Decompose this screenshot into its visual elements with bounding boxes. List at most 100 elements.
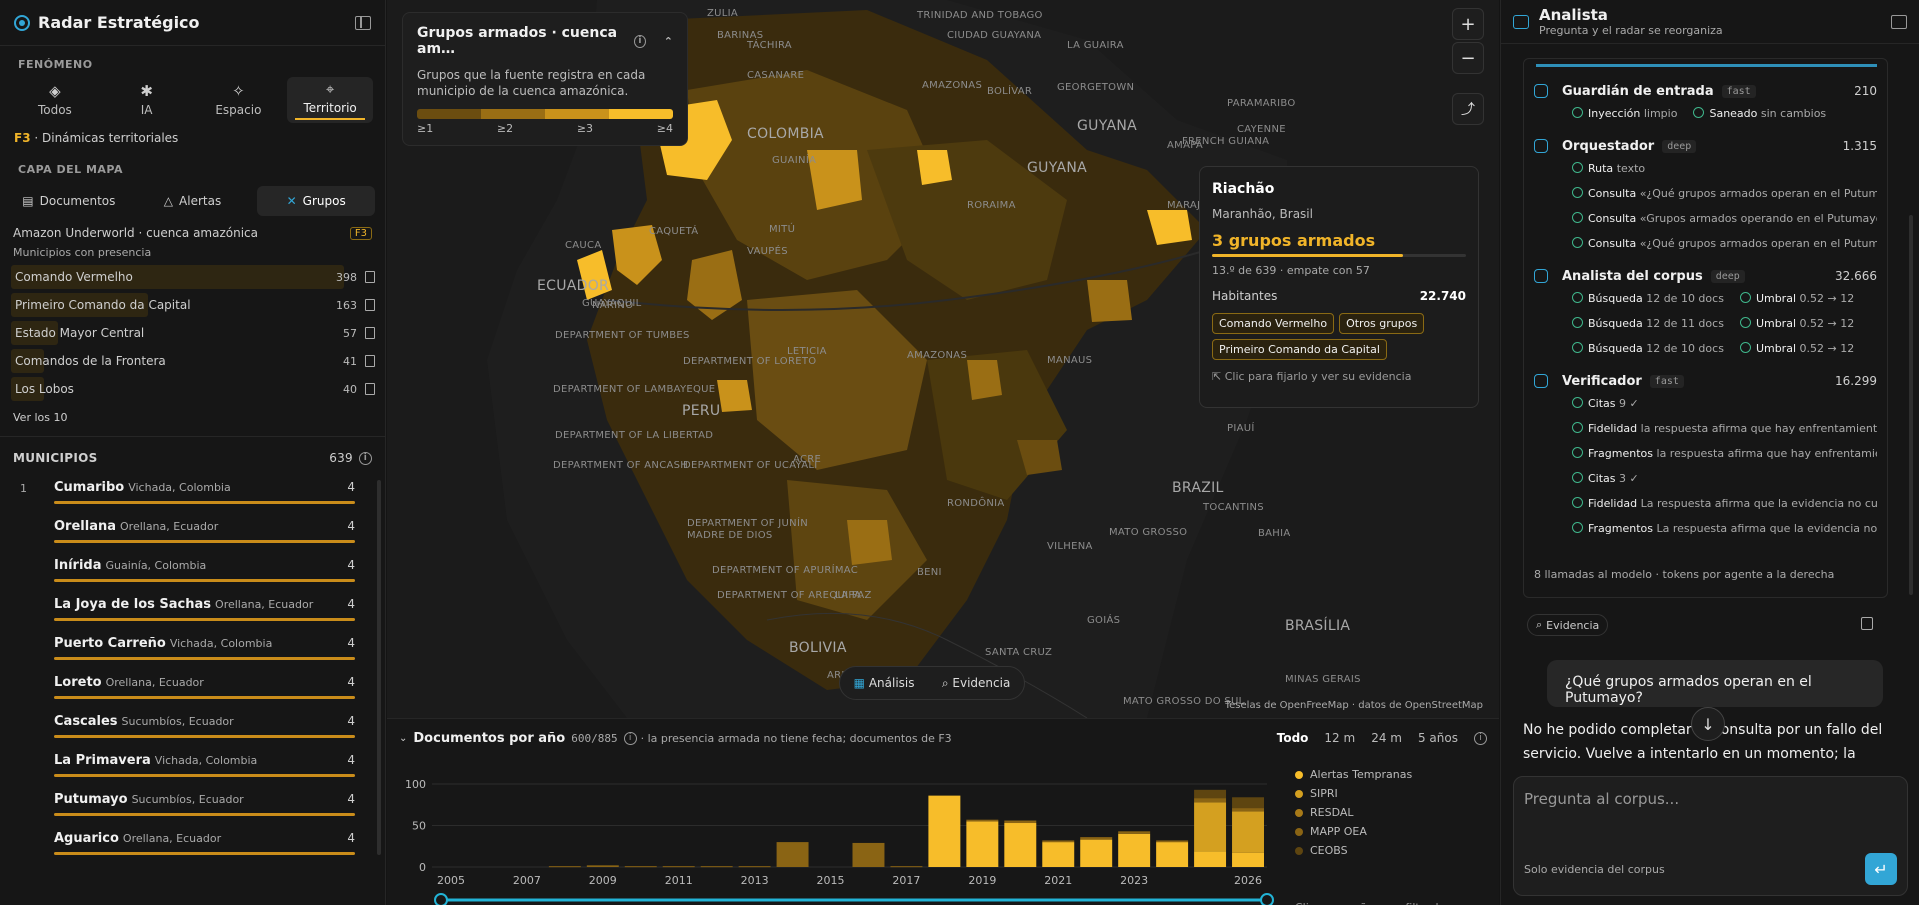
zoom-in-button[interactable]: + bbox=[1452, 8, 1484, 40]
collapse-sidebar-icon[interactable] bbox=[355, 15, 371, 30]
document-icon[interactable] bbox=[365, 299, 375, 311]
layer-tab-documentos[interactable]: ▤ Documentos bbox=[10, 186, 128, 216]
group-chip[interactable]: Comando Vermelho bbox=[1212, 313, 1335, 334]
panel-scrollbar[interactable] bbox=[1909, 215, 1913, 595]
agent-step[interactable]: Búsqueda 12 de 10 docs Umbral 0.52 → 12 bbox=[1572, 336, 1877, 361]
evidencia-button[interactable]: ⌕ Evidencia bbox=[942, 676, 1010, 691]
bar-sipri-2026[interactable] bbox=[1232, 811, 1264, 853]
bar-mapp-oea-2010[interactable] bbox=[624, 866, 657, 868]
range-5-anos[interactable]: 5 años bbox=[1417, 731, 1458, 745]
document-icon[interactable] bbox=[365, 383, 375, 395]
question-input[interactable] bbox=[1524, 787, 1884, 811]
bar-alertas-tempranas-2018[interactable] bbox=[928, 795, 961, 867]
range-24-m[interactable]: 24 m bbox=[1371, 731, 1402, 745]
municipio-row[interactable]: Cascales Sucumbíos, Ecuador 4 bbox=[13, 707, 355, 746]
bar-mapp-oea-2021[interactable] bbox=[1042, 840, 1075, 843]
zoom-out-button[interactable]: − bbox=[1452, 42, 1484, 74]
municipio-row[interactable]: 1 Cumaribo Vichada, Colombia 4 bbox=[13, 473, 355, 512]
range-handle-end[interactable] bbox=[1260, 893, 1274, 905]
municipio-row[interactable]: Inírida Guainía, Colombia 4 bbox=[13, 551, 355, 590]
info-icon[interactable]: i bbox=[359, 451, 372, 465]
tab-territorio[interactable]: ⌖ Territorio bbox=[287, 77, 373, 123]
range-handle-start[interactable] bbox=[434, 893, 448, 905]
bar-alertas-tempranas-2020[interactable] bbox=[1004, 823, 1037, 867]
bar-alertas-tempranas-2021[interactable] bbox=[1042, 842, 1075, 867]
bar-mapp-oea-2022[interactable] bbox=[1080, 837, 1113, 840]
agent-step[interactable]: Consulta «¿Qué grupos armados operan en … bbox=[1572, 231, 1877, 256]
map-attribution[interactable]: Teselas de OpenFreeMap · datos de OpenSt… bbox=[1224, 700, 1483, 711]
legend-info-icon[interactable]: i bbox=[633, 34, 646, 48]
bar-mapp-oea-2025[interactable] bbox=[1194, 798, 1227, 803]
bar-alertas-tempranas-2025[interactable] bbox=[1194, 851, 1227, 867]
agent-step[interactable]: Citas 9 ✓ bbox=[1572, 391, 1877, 416]
bar-mapp-oea-2024[interactable] bbox=[1156, 840, 1189, 843]
analisis-button[interactable]: ▦ Análisis bbox=[854, 676, 915, 690]
legend-item-ceobs[interactable]: CEOBS bbox=[1295, 841, 1412, 860]
scroll-down-button[interactable]: ↓ bbox=[1691, 707, 1725, 741]
bar-alertas-tempranas-2019[interactable] bbox=[966, 821, 999, 867]
municipio-row[interactable]: Putumayo Sucumbíos, Ecuador 4 bbox=[13, 785, 355, 824]
agent-step[interactable]: Consulta «¿Qué grupos armados operan en … bbox=[1572, 181, 1877, 206]
document-icon[interactable] bbox=[365, 327, 375, 339]
legend-item-mapp-oea[interactable]: MAPP OEA bbox=[1295, 822, 1412, 841]
municipio-row[interactable]: La Primavera Vichada, Colombia 4 bbox=[13, 746, 355, 785]
document-icon[interactable] bbox=[365, 355, 375, 367]
bar-mapp-oea-2013[interactable] bbox=[738, 866, 771, 868]
agent-step[interactable]: Citas 3 ✓ bbox=[1572, 466, 1877, 491]
timeline-chart[interactable]: 100 50 0 2005 2007 2009 2011 2013 2015 2017 2019 20… bbox=[387, 756, 1287, 905]
see-more-link[interactable]: Ver los 10 bbox=[0, 403, 385, 437]
agent-step[interactable]: Fidelidad la respuesta afirma que hay en… bbox=[1572, 416, 1877, 441]
share-button[interactable]: ⤴ bbox=[1452, 93, 1484, 125]
group-chip[interactable]: Otros grupos bbox=[1339, 313, 1425, 334]
timeline-info-icon[interactable]: i bbox=[623, 731, 637, 745]
tab-ia[interactable]: ✱ IA bbox=[104, 77, 190, 123]
agent-step[interactable]: Inyección limpio Saneado sin cambios bbox=[1572, 101, 1877, 126]
bar-mapp-oea-2023[interactable] bbox=[1118, 831, 1151, 834]
evidence-button[interactable]: ⌕ Evidencia bbox=[1527, 614, 1609, 636]
agent-header[interactable]: Orquestador deep 1.315 bbox=[1534, 136, 1877, 156]
bar-mapp-oea-2014[interactable] bbox=[776, 842, 809, 867]
municipio-row[interactable]: La Joya de los Sachas Orellana, Ecuador 4 bbox=[13, 590, 355, 629]
layer-tab-alertas[interactable]: △ Alertas bbox=[134, 186, 252, 216]
range-info-icon[interactable]: i bbox=[1474, 731, 1487, 745]
bar-mapp-oea-2016[interactable] bbox=[852, 842, 885, 867]
legend-collapse-icon[interactable]: ⌃ bbox=[663, 34, 673, 48]
agent-header[interactable]: Analista del corpus deep 32.666 bbox=[1534, 266, 1877, 286]
tab-espacio[interactable]: ✧ Espacio bbox=[196, 77, 282, 123]
agent-step[interactable]: Consulta «Grupos armados operando en el … bbox=[1572, 206, 1877, 231]
municipio-row[interactable]: Loreto Orellana, Ecuador 4 bbox=[13, 668, 355, 707]
agent-step[interactable]: Búsqueda 12 de 11 docs Umbral 0.52 → 12 bbox=[1572, 311, 1877, 336]
bar-mapp-oea-2017[interactable] bbox=[890, 866, 923, 868]
sidebar-scrollbar[interactable] bbox=[377, 480, 381, 855]
range-12-m[interactable]: 12 m bbox=[1324, 731, 1356, 745]
bar-alertas-tempranas-2023[interactable] bbox=[1118, 833, 1151, 867]
bar-mapp-oea-2011[interactable] bbox=[662, 866, 695, 868]
bar-mapp-oea-2008[interactable] bbox=[548, 866, 581, 868]
bar-mapp-oea-2019[interactable] bbox=[966, 819, 999, 822]
agent-step[interactable]: Fragmentos la respuesta afirma que hay e… bbox=[1572, 441, 1877, 466]
agent-header[interactable]: Guardián de entrada fast 210 bbox=[1534, 81, 1877, 101]
send-button[interactable]: ↵ bbox=[1865, 853, 1897, 885]
legend-item-resdal[interactable]: RESDAL bbox=[1295, 803, 1412, 822]
bar-alertas-tempranas-2022[interactable] bbox=[1080, 839, 1113, 867]
document-icon[interactable] bbox=[365, 271, 375, 283]
group-row[interactable]: Los Lobos 40 bbox=[11, 375, 375, 403]
agent-step[interactable]: Ruta texto bbox=[1572, 156, 1877, 181]
group-row[interactable]: Comando Vermelho 398 bbox=[11, 263, 375, 291]
map-area[interactable]: TRINIDAD AND TOBAGO ZULIA TÁCHIRA CASANARE C… bbox=[387, 0, 1499, 718]
bar-mapp-oea-2012[interactable] bbox=[700, 866, 733, 868]
agent-step[interactable]: Fragmentos La respuesta afirma que la ev… bbox=[1572, 516, 1877, 541]
copy-icon[interactable] bbox=[1861, 617, 1873, 630]
agent-step[interactable]: Búsqueda 12 de 10 docs Umbral 0.52 → 12 bbox=[1572, 286, 1877, 311]
collapse-panel-icon[interactable] bbox=[1891, 14, 1907, 29]
group-chip[interactable]: Primeiro Comando da Capital bbox=[1212, 339, 1387, 360]
group-row[interactable]: Comandos de la Frontera 41 bbox=[11, 347, 375, 375]
tab-todos[interactable]: ◈ Todos bbox=[12, 77, 98, 123]
map-tooltip[interactable]: Riachão Maranhão, Brasil 3 grupos armado… bbox=[1199, 166, 1479, 408]
bar-sipri-2025[interactable] bbox=[1194, 802, 1227, 852]
municipio-row[interactable]: Aguarico Orellana, Ecuador 4 bbox=[13, 824, 355, 863]
bar-ceobs-2025[interactable] bbox=[1194, 789, 1227, 799]
bar-alertas-tempranas-2024[interactable] bbox=[1156, 842, 1189, 867]
municipio-row[interactable]: Puerto Carreño Vichada, Colombia 4 bbox=[13, 629, 355, 668]
legend-item-sipri[interactable]: SIPRI bbox=[1295, 784, 1412, 803]
